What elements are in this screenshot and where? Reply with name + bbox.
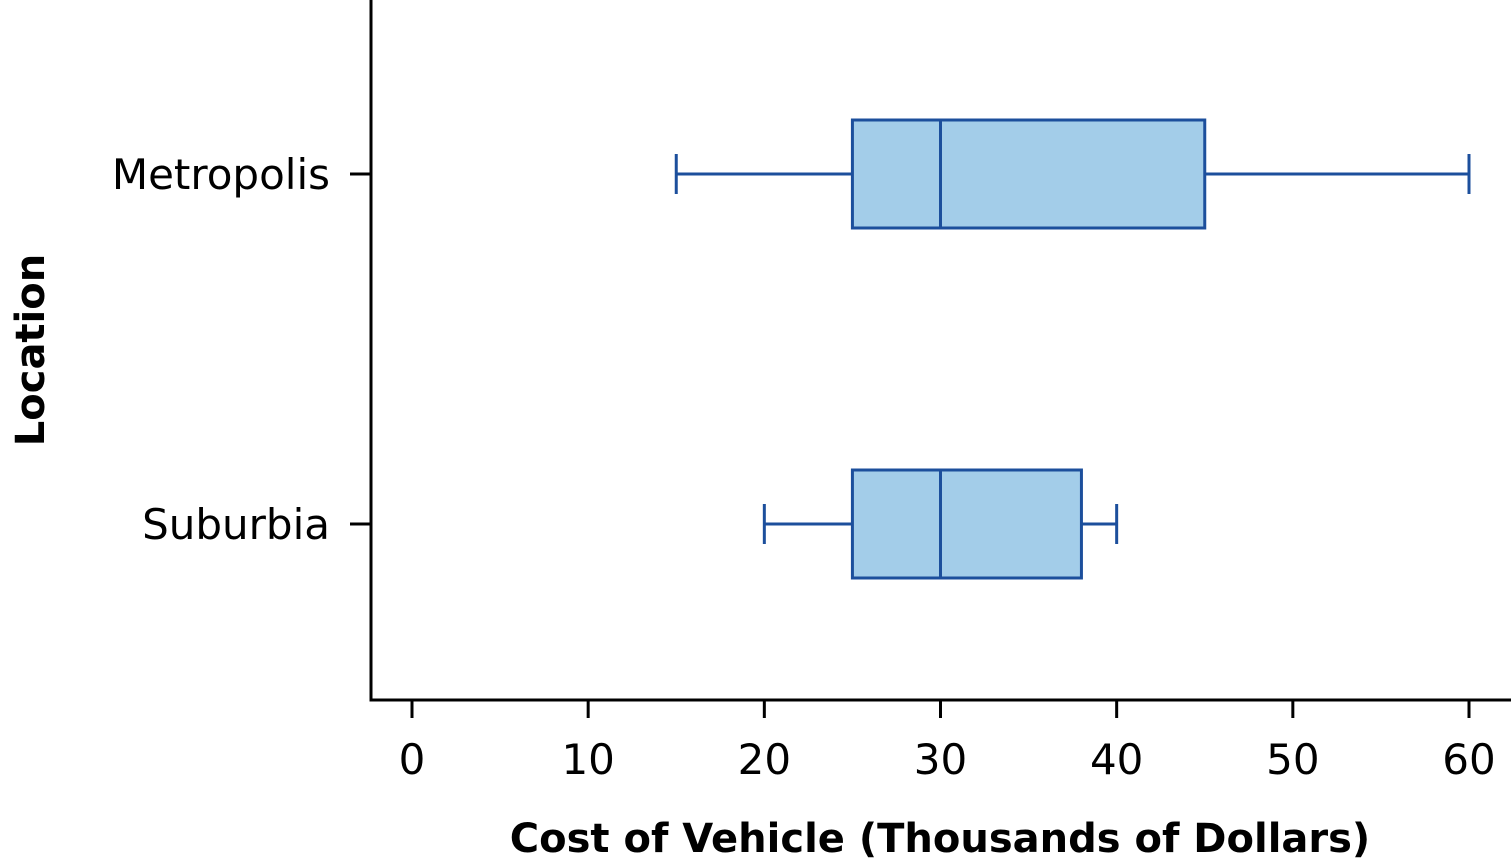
x-tick-label-40: 40 xyxy=(1090,735,1143,784)
axis-frame xyxy=(369,0,1511,702)
x-tick-label-0: 0 xyxy=(399,735,426,784)
x-axis-title: Cost of Vehicle (Thousands of Dollars) xyxy=(510,816,1370,862)
box-group-metropolis xyxy=(674,118,1471,230)
iqr-box-suburbia xyxy=(850,468,1083,580)
x-tick-label-60: 60 xyxy=(1442,735,1495,784)
category-label-suburbia: Suburbia xyxy=(142,500,330,549)
x-tick-label-10: 10 xyxy=(561,735,614,784)
iqr-box-metropolis xyxy=(850,118,1207,230)
x-axis-ticks: 0 10 20 30 40 50 60 xyxy=(399,700,1496,784)
y-axis-ticks: Metropolis Suburbia xyxy=(112,150,371,549)
y-axis-title: Location xyxy=(8,254,54,446)
x-tick-label-30: 30 xyxy=(914,735,967,784)
category-label-metropolis: Metropolis xyxy=(112,150,330,199)
boxes-layer xyxy=(674,118,1471,580)
x-tick-label-20: 20 xyxy=(738,735,791,784)
x-tick-label-50: 50 xyxy=(1266,735,1319,784)
box-group-suburbia xyxy=(762,468,1119,580)
